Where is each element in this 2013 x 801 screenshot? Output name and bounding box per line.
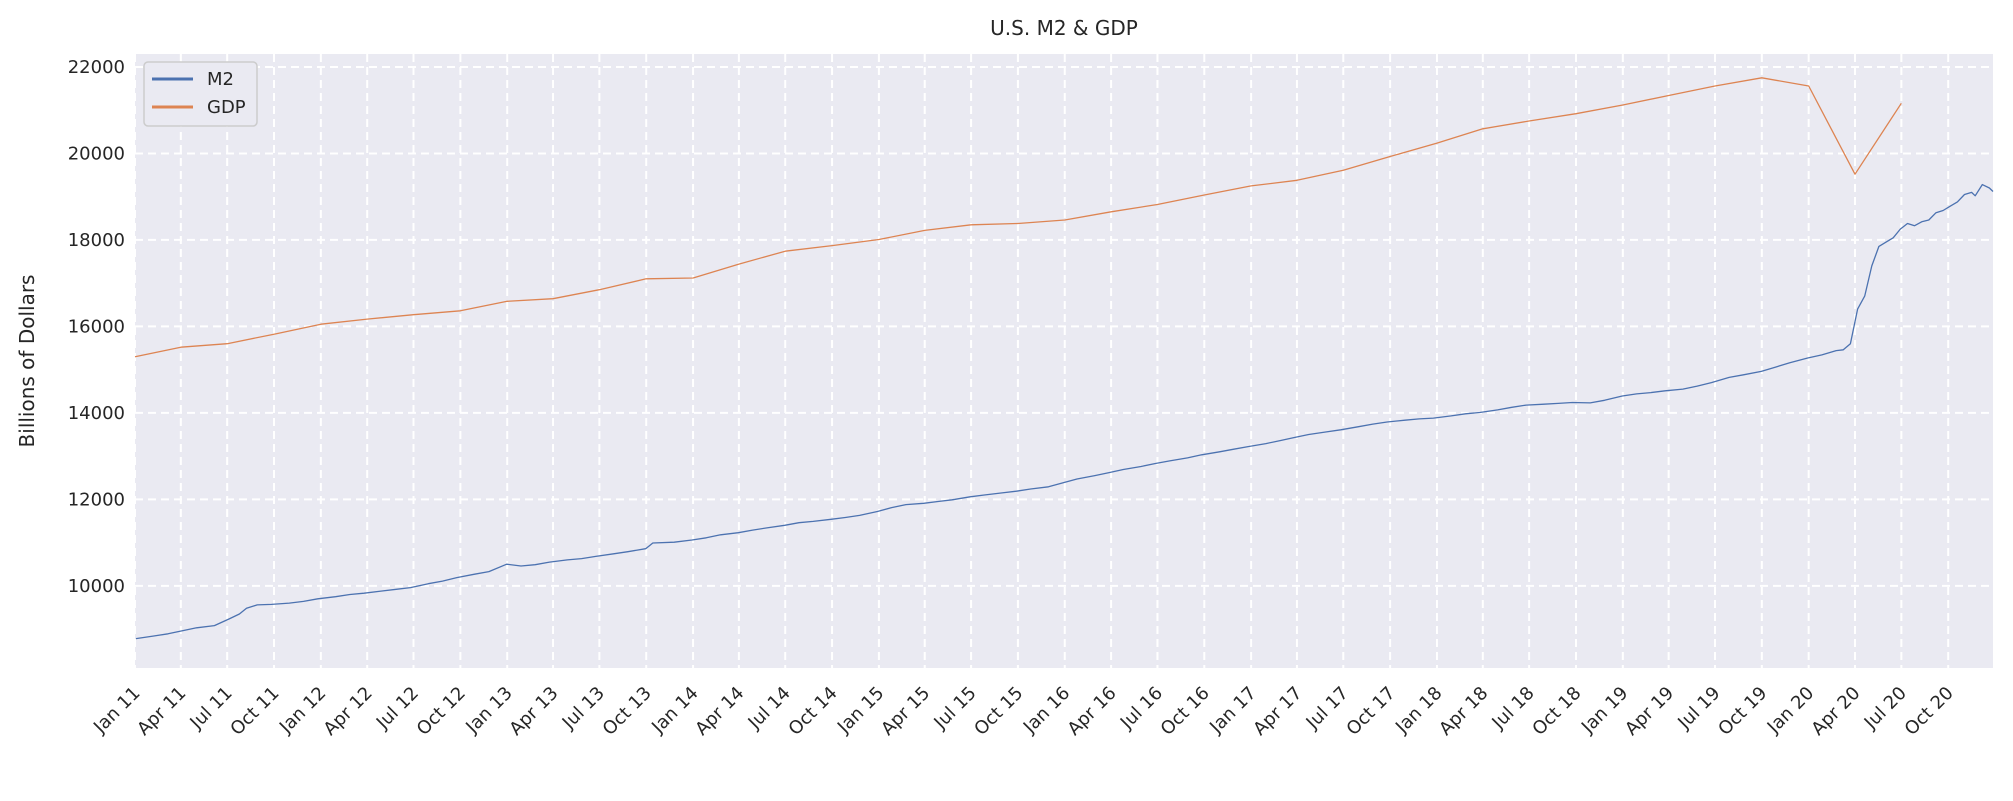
x-tick-label: Jan 20 bbox=[1763, 683, 1818, 738]
series-line-gdp bbox=[134, 77, 1902, 358]
y-tick-label: 20000 bbox=[68, 143, 125, 164]
x-tick-label: Oct 12 bbox=[413, 683, 470, 740]
x-tick-label: Jan 12 bbox=[275, 683, 330, 738]
x-tick-label: Jan 13 bbox=[461, 683, 516, 738]
x-tick-label: Oct 14 bbox=[785, 683, 842, 740]
x-tick-label: Apr 19 bbox=[1621, 683, 1678, 740]
y-tick-label: 10000 bbox=[68, 576, 125, 597]
x-tick-label: Jan 11 bbox=[89, 683, 144, 738]
x-tick-label: Oct 20 bbox=[1901, 683, 1958, 740]
x-tick-label: Oct 19 bbox=[1714, 683, 1771, 740]
x-tick-label: Oct 13 bbox=[599, 683, 656, 740]
x-tick-label: Oct 17 bbox=[1343, 683, 1400, 740]
x-tick-label: Apr 14 bbox=[691, 683, 748, 740]
x-tick-label: Jan 18 bbox=[1391, 683, 1446, 738]
y-axis: 10000 12000 14000 16000 18000 20000 22000 bbox=[68, 57, 125, 597]
x-tick-label: Jan 19 bbox=[1577, 683, 1632, 738]
x-tick-label: Apr 20 bbox=[1807, 683, 1864, 740]
x-tick-label: Apr 13 bbox=[505, 683, 562, 740]
y-tick-label: 18000 bbox=[68, 230, 125, 251]
x-tick-label: Apr 17 bbox=[1249, 683, 1306, 740]
legend: M2 GDP bbox=[143, 61, 258, 127]
x-tick-label: Jan 16 bbox=[1019, 683, 1074, 738]
x-tick-label: Apr 15 bbox=[877, 683, 934, 740]
x-tick-label: Jan 17 bbox=[1205, 683, 1260, 738]
x-tick-label: Oct 16 bbox=[1157, 683, 1214, 740]
series-group bbox=[134, 77, 1994, 640]
y-tick-label: 14000 bbox=[68, 403, 125, 424]
x-tick-label: Oct 11 bbox=[226, 683, 283, 740]
x-tick-label: Oct 15 bbox=[970, 683, 1027, 740]
grid bbox=[134, 54, 1993, 668]
y-tick-label: 22000 bbox=[68, 57, 125, 78]
x-tick-label: Jan 14 bbox=[647, 683, 702, 738]
legend-label-gdp: GDP bbox=[207, 97, 246, 118]
x-tick-label: Apr 12 bbox=[320, 683, 377, 740]
x-tick-label: Apr 16 bbox=[1064, 683, 1121, 740]
y-axis-label: Billions of Dollars bbox=[15, 275, 39, 448]
x-tick-label: Oct 18 bbox=[1528, 683, 1585, 740]
y-tick-label: 12000 bbox=[68, 489, 125, 510]
series-line-m2 bbox=[135, 183, 1994, 640]
legend-label-m2: M2 bbox=[207, 69, 234, 90]
y-tick-label: 16000 bbox=[68, 316, 125, 337]
x-tick-label: Apr 11 bbox=[133, 683, 190, 740]
x-tick-label: Apr 18 bbox=[1435, 683, 1492, 740]
chart-title: U.S. M2 & GDP bbox=[990, 16, 1138, 40]
x-tick-label: Jan 15 bbox=[833, 683, 888, 738]
